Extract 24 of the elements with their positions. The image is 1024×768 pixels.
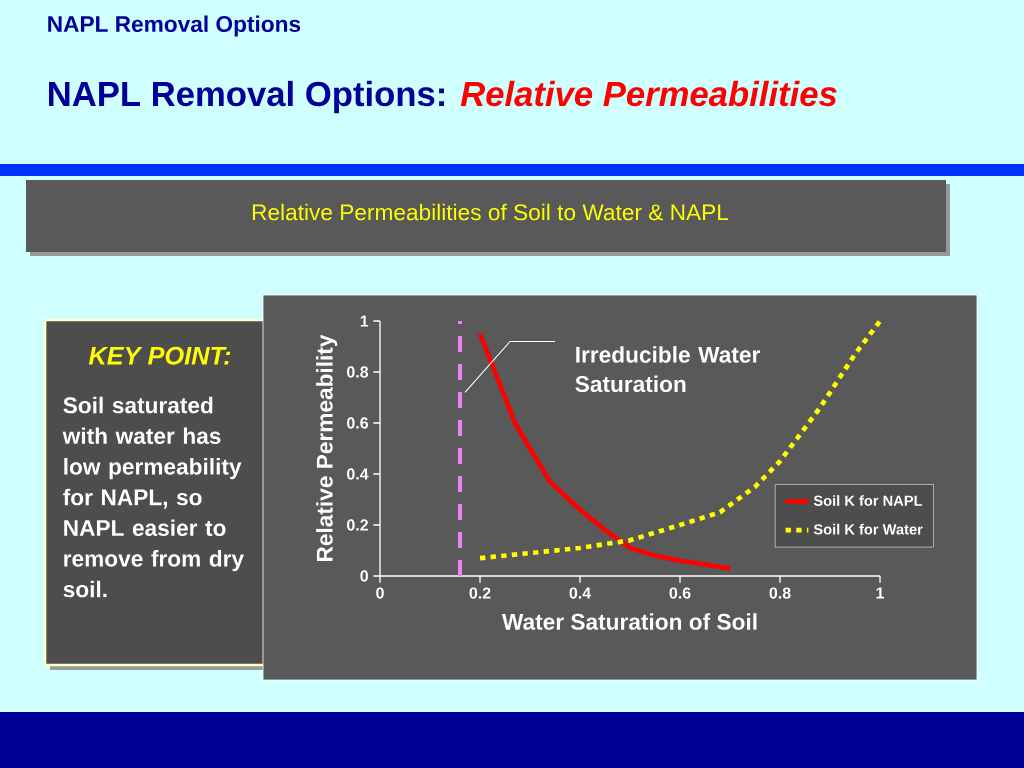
y-tick-label: 0.8 [347, 366, 369, 378]
line-series [477, 318, 883, 561]
y-tick-label: 0.6 [347, 417, 369, 429]
text: Relative Permeabilities [460, 80, 837, 107]
x-tick-label: 0 [376, 587, 384, 599]
y-tick-label: 0.2 [347, 519, 368, 531]
legend-label: Soil K for Water [813, 523, 923, 535]
x-tick-label: 0.8 [769, 587, 791, 599]
y-tick-label: 1 [360, 315, 369, 327]
chart-title: Relative Permeabilities of Soil to Water & NAPL [252, 203, 729, 221]
x-tick-label: 1 [876, 587, 885, 599]
y-axis-title: Relative Permeability [316, 334, 338, 561]
text: NAPL Removal Options [48, 15, 301, 37]
text: NAPL Removal Options: [49, 80, 444, 114]
text: KEY POINT: [88, 346, 231, 365]
y-tick-label: 0 [360, 570, 368, 582]
x-axis-title: Water Saturation of Soil [502, 613, 757, 630]
y-tick-label: 0.4 [347, 468, 369, 480]
x-tick-label: 0.6 [669, 587, 691, 599]
annotation: Irreducible Water Saturation [575, 346, 760, 393]
x-tick-label: 0.4 [569, 587, 592, 599]
text: Soil saturated with water has low permeability for NAPL, so NAPL easier to remove from dry soil. [62, 396, 244, 598]
legend-label: Soil K for NAPL [813, 495, 923, 506]
x-tick-label: 0.2 [469, 587, 491, 599]
